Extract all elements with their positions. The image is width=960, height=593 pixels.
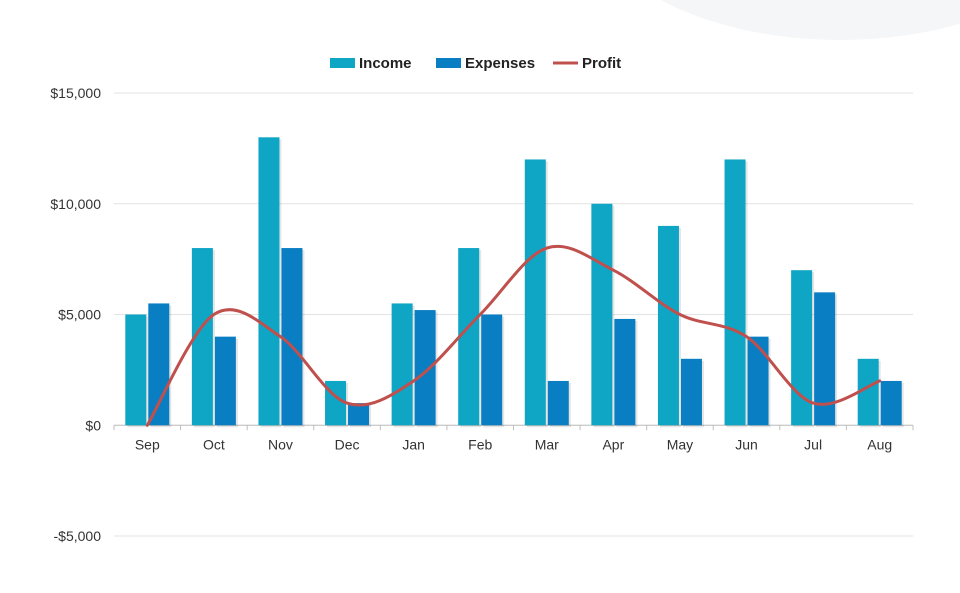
income-bar [524,159,546,426]
income-bar [391,303,413,426]
expenses-bar [348,403,370,426]
x-tick-label: Sep [135,436,160,452]
expenses-bar [148,303,170,426]
x-tick-label: Aug [867,436,892,452]
x-tick-label: Dec [335,436,360,452]
x-tick-label: Apr [602,436,624,452]
x-tick-label: Jan [402,436,425,452]
expenses-bar [614,318,636,426]
legend-expenses-label: Expenses [465,55,535,72]
y-tick-label: $10,000 [50,196,101,212]
profit-line [145,245,882,427]
x-tick-label: Feb [468,436,492,452]
income-bar [791,270,813,426]
y-tick-label: $15,000 [50,85,101,101]
x-tick-label: Jul [804,436,822,452]
income-bar [657,225,679,426]
income-bar [857,358,879,426]
y-tick-label: -$5,000 [54,528,102,544]
income-bar [125,314,147,426]
x-tick-label: Oct [203,436,225,452]
expenses-bar [814,292,836,426]
y-tick-label: $5,000 [58,307,101,323]
expenses-bar [547,380,569,426]
legend-income-label: Income [359,55,412,72]
income-bar [724,159,746,426]
expenses-bar [880,380,902,426]
income-bar [591,203,613,426]
expenses-bar [281,248,303,426]
expenses-bar [747,336,769,426]
expenses-bar [481,314,503,426]
legend-expenses-swatch [436,58,461,68]
income-bar [258,137,280,426]
x-tick-label: May [667,436,693,452]
x-tick-label: Nov [268,436,293,452]
x-tick-label: Jun [735,436,758,452]
income-bar [191,248,213,426]
expenses-bar [414,310,436,426]
x-tick-label: Mar [535,436,559,452]
expenses-bar [680,358,702,426]
y-tick-label: $0 [85,417,101,433]
income-bar [458,248,480,426]
legend-profit-label: Profit [582,55,621,72]
expenses-bar [214,336,236,426]
legend-income-swatch [330,58,355,68]
